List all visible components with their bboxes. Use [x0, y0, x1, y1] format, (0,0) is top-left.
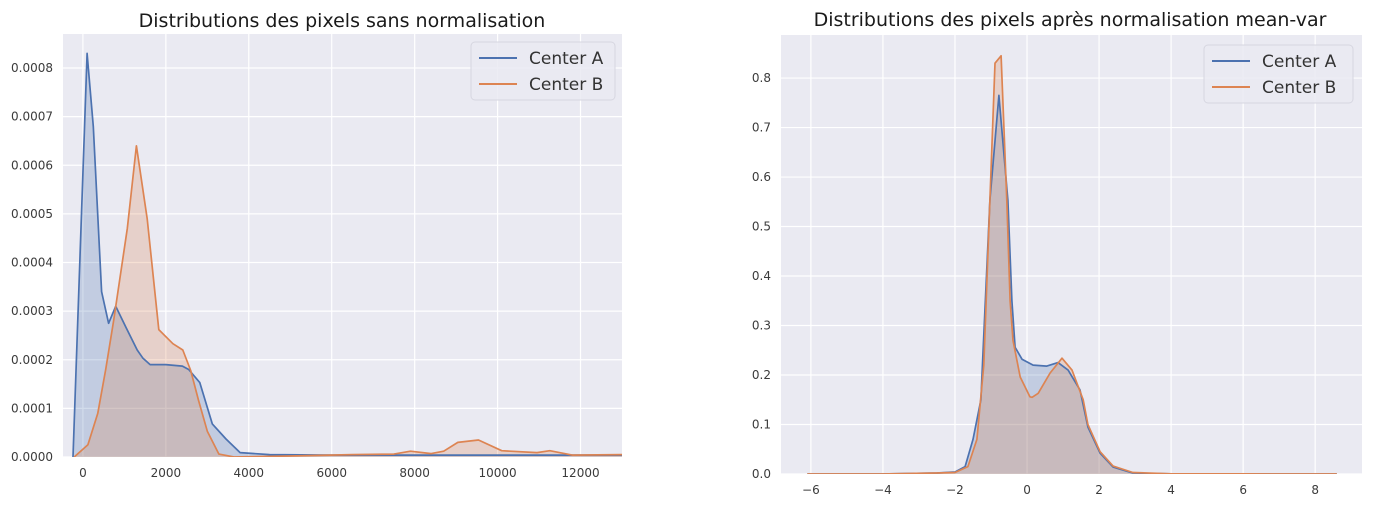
- y-tick-label: 0.0004: [11, 256, 53, 270]
- y-tick-label: 0.3: [752, 319, 771, 333]
- x-tick-label: 2: [1095, 483, 1103, 497]
- legend-box: [1203, 44, 1354, 104]
- x-tick-label: −2: [946, 483, 964, 497]
- x-tick-label: 4000: [234, 466, 265, 480]
- y-tick-label: 0.2: [752, 368, 771, 382]
- y-tick-label: 0.0002: [11, 353, 53, 367]
- kde-fill-center-b: [807, 55, 1337, 474]
- kde-curves: [807, 54, 1337, 474]
- y-tick-label: 0.0007: [11, 110, 53, 124]
- x-axis-ticks: −6 −4 −2 0 2 4 6 8: [802, 483, 1319, 497]
- y-tick-label: 0.7: [752, 121, 771, 135]
- axes-background: [63, 34, 622, 457]
- y-tick-label: 0.0006: [11, 158, 53, 172]
- y-tick-label: 0.4: [752, 269, 771, 283]
- legend-label-center-a: Center A: [529, 49, 604, 69]
- y-tick-label: 0.5: [752, 220, 771, 234]
- x-tick-label: 12000: [561, 466, 599, 480]
- x-tick-label: 6000: [316, 466, 347, 480]
- plot-title: Distributions des pixels après normalisa…: [814, 9, 1327, 31]
- legend: Center A Center B: [470, 41, 616, 101]
- legend-label-center-b: Center B: [1262, 78, 1336, 98]
- plot-raw-distribution: Distributions des pixels sans normalisat…: [11, 10, 622, 480]
- x-tick-label: 10000: [478, 466, 516, 480]
- kde-fill-center-a: [807, 95, 1337, 474]
- plot-normalized-distribution: Distributions des pixels après normalisa…: [752, 9, 1362, 497]
- grid-lines: [63, 34, 622, 458]
- x-tick-label: −4: [874, 483, 892, 497]
- legend-box: [470, 41, 616, 101]
- y-tick-label: 0.6: [752, 170, 771, 184]
- legend-label-center-a: Center A: [1262, 52, 1337, 72]
- x-tick-label: 0: [1023, 483, 1031, 497]
- x-tick-label: 0: [79, 466, 87, 480]
- y-tick-label: 0.0000: [11, 450, 53, 464]
- kde-line-center-b: [807, 54, 1337, 474]
- plot-title: Distributions des pixels sans normalisat…: [139, 10, 546, 32]
- x-tick-label: 4: [1167, 483, 1175, 497]
- kde-fill-center-b: [74, 145, 622, 457]
- y-tick-label: 0.0008: [11, 61, 53, 75]
- y-tick-label: 0.0: [752, 467, 771, 481]
- kde-curves: [72, 52, 622, 457]
- kde-line-center-b: [73, 144, 622, 457]
- x-tick-label: 8: [1311, 483, 1319, 497]
- x-axis-ticks: 0 2000 4000 6000 8000 10000 12000: [79, 466, 600, 480]
- y-axis-ticks: 0.0000 0.0001 0.0002 0.0003 0.0004 0.0005 0.00…: [11, 61, 53, 464]
- y-tick-label: 0.0001: [11, 401, 53, 415]
- kde-line-center-a: [72, 52, 622, 457]
- x-tick-label: −6: [802, 483, 820, 497]
- kde-fill-center-a: [73, 53, 622, 457]
- legend-label-center-b: Center B: [529, 75, 603, 95]
- axes-background: [781, 35, 1362, 474]
- y-tick-label: 0.0005: [11, 207, 53, 221]
- x-tick-label: 6: [1239, 483, 1247, 497]
- x-tick-label: 8000: [399, 466, 430, 480]
- legend: Center A Center B: [1203, 44, 1354, 104]
- y-axis-ticks: 0.0 0.1 0.2 0.3 0.4 0.5 0.6 0.7 0.8: [752, 71, 771, 481]
- y-tick-label: 0.8: [752, 71, 771, 85]
- x-tick-label: 2000: [151, 466, 182, 480]
- y-tick-label: 0.1: [752, 418, 771, 432]
- y-tick-label: 0.0003: [11, 304, 53, 318]
